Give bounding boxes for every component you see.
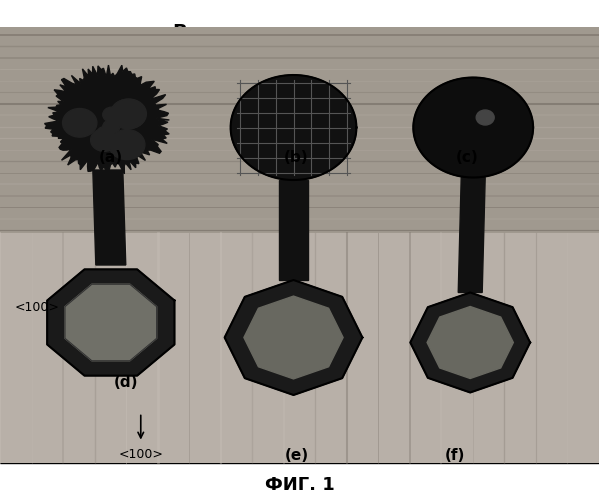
Polygon shape: [231, 75, 356, 180]
Text: <100>: <100>: [119, 448, 163, 460]
Text: (c): (c): [456, 150, 479, 165]
Circle shape: [103, 120, 120, 134]
Polygon shape: [244, 296, 343, 379]
Polygon shape: [93, 170, 126, 265]
Polygon shape: [413, 78, 533, 178]
Text: Влияние температуры: Влияние температуры: [173, 22, 426, 42]
Polygon shape: [225, 280, 362, 395]
Text: (b): (b): [284, 150, 309, 165]
Text: ФИГ. 1: ФИГ. 1: [265, 476, 334, 494]
Polygon shape: [65, 284, 156, 360]
Circle shape: [62, 108, 97, 137]
Bar: [0, 232, 599, 462]
Circle shape: [90, 128, 118, 152]
Text: (f): (f): [445, 448, 465, 462]
Text: (d): (d): [114, 375, 138, 390]
Circle shape: [111, 99, 146, 128]
Polygon shape: [47, 270, 174, 376]
Circle shape: [103, 107, 120, 122]
Circle shape: [109, 130, 145, 160]
Polygon shape: [410, 292, 530, 392]
Polygon shape: [44, 65, 170, 174]
Circle shape: [98, 127, 111, 138]
Text: <100>: <100>: [15, 301, 60, 314]
Bar: [0, 28, 599, 462]
Circle shape: [476, 110, 494, 125]
Bar: [0, 28, 599, 233]
Polygon shape: [427, 306, 513, 378]
Text: (e): (e): [285, 448, 308, 462]
Polygon shape: [279, 180, 308, 280]
Polygon shape: [458, 178, 485, 292]
Text: (a): (a): [99, 150, 123, 165]
Circle shape: [110, 100, 146, 129]
